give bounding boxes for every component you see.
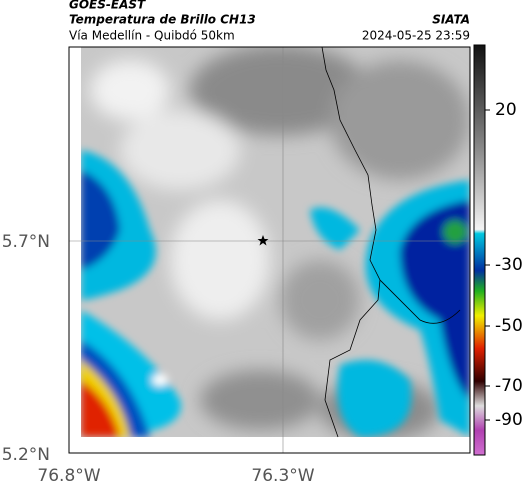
subtitle: Vía Medellín - Quibdó 50km [69,29,235,43]
y-tick-label: 5.7°N [2,232,50,252]
colorbar-tick-label: -30 [495,255,523,275]
coastline [321,46,381,438]
source: SIATA [432,13,470,27]
border [379,279,461,324]
colorbar [473,44,486,456]
product: GOES-EAST [69,0,146,12]
colorbar-tick-label: -90 [495,410,523,430]
colorbar-ticks: 20 -30 -50 -70 -90 [485,100,523,430]
colorbar-tick-label: -50 [495,316,523,336]
colorbar-tick-label: 20 [495,100,517,120]
location-marker [257,235,269,246]
x-tick-label: 76.8°W [37,466,100,486]
map-frame [68,46,471,454]
x-tick-label: 76.3°W [251,466,314,486]
brightness-image [81,47,470,437]
colorbar-tick-label: -70 [495,376,523,396]
timestamp: 2024-05-25 23:59 [362,29,470,43]
title: Temperatura de Brillo CH13 [69,13,256,27]
y-tick-label: 5.2°N [2,445,50,465]
